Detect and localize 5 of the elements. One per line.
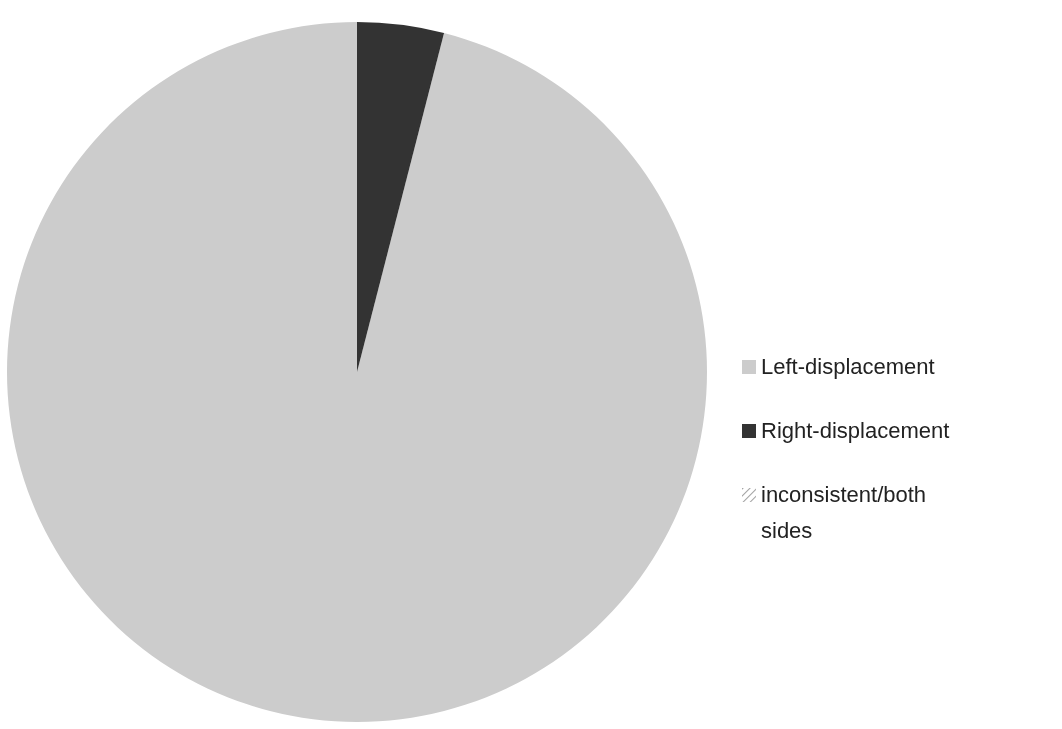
pie-slice	[357, 22, 445, 372]
pie-slice	[7, 22, 707, 722]
legend-label: Left-displacement	[761, 353, 935, 379]
legend-label: inconsistent/both sides	[761, 481, 927, 543]
legend-label: Right-displacement	[761, 417, 950, 443]
